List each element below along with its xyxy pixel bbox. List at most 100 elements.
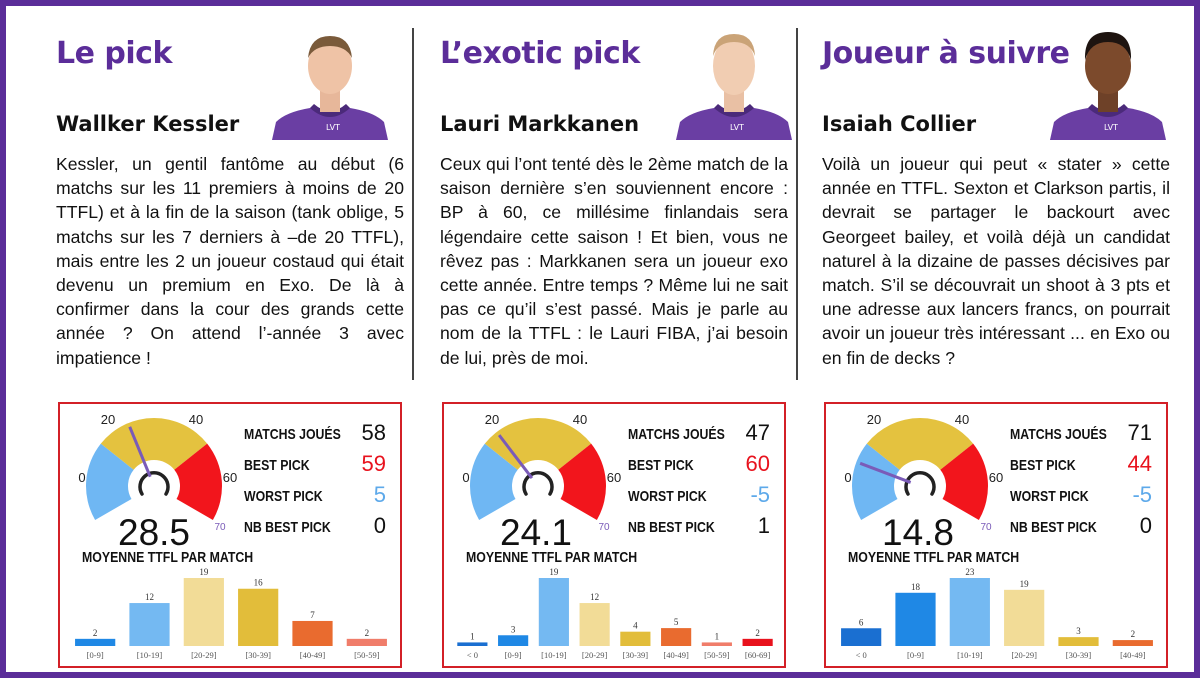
stat-matchs: MATCHS JOUÉS 71 xyxy=(1010,420,1160,448)
stat-value: 44 xyxy=(1127,451,1152,476)
average-label: MOYENNE TTFL PAR MATCH xyxy=(848,550,1020,566)
stat-matchs: MATCHS JOUÉS 47 xyxy=(628,420,778,448)
histogram-category-label: [10-19] xyxy=(957,650,983,660)
gauge-band xyxy=(852,443,900,520)
histogram-category-label: [40-49] xyxy=(663,650,689,660)
histogram-bar xyxy=(129,603,170,646)
histogram-bar xyxy=(661,628,692,646)
stat-value: 47 xyxy=(745,420,770,445)
player-portrait-icon: LVT xyxy=(670,22,798,140)
histogram-value-label: 2 xyxy=(1131,629,1136,639)
histogram-bar xyxy=(579,603,610,646)
player-name: Wallker Kessler xyxy=(56,112,240,136)
stat-value: 1 xyxy=(757,513,770,538)
card-heading: L’exotic pick xyxy=(440,36,640,71)
stat-worst-pick: WORST PICK -5 xyxy=(1010,482,1160,510)
average-gauge: 0 20 40 60 70 xyxy=(78,412,237,533)
gauge-band xyxy=(174,443,222,520)
gauge-band xyxy=(85,443,134,520)
player-blurb: Voilà un joueur qui peut « stater » cett… xyxy=(822,154,1170,368)
player-card-2: L’exotic pick LVT Lauri Markkanen Ceux q… xyxy=(414,12,806,678)
player-portrait-icon: LVT xyxy=(266,22,394,140)
gauge-tick-label: 60 xyxy=(989,470,1003,485)
histogram-category-label: [60-69] xyxy=(745,650,771,660)
histogram-value-label: 12 xyxy=(590,592,599,602)
stat-best-pick: BEST PICK 60 xyxy=(628,451,778,479)
histogram-bar xyxy=(292,620,333,646)
gauge-tick-label: 70 xyxy=(980,522,992,533)
card-heading: Le pick xyxy=(56,36,172,71)
histogram-value-label: 19 xyxy=(199,567,209,577)
average-score: 24.1 xyxy=(500,512,573,553)
stat-nb-best-pick: NB BEST PICK 0 xyxy=(244,513,394,541)
column-divider xyxy=(412,28,414,380)
histogram-category-label: [20-29] xyxy=(582,650,608,660)
gauge-band xyxy=(470,443,518,520)
histogram-bar xyxy=(841,628,882,646)
stat-value: 58 xyxy=(361,420,386,445)
histogram-value-label: 3 xyxy=(1076,626,1081,636)
stat-label: MATCHS JOUÉS xyxy=(244,426,341,443)
histogram-value-label: 19 xyxy=(549,567,559,577)
average-label: MOYENNE TTFL PAR MATCH xyxy=(82,550,254,566)
histogram-value-label: 2 xyxy=(755,628,760,638)
average-label: MOYENNE TTFL PAR MATCH xyxy=(466,550,638,566)
card-heading: Joueur à suivre xyxy=(822,36,1070,71)
stats-box: 0 20 40 60 70 24.1 MOYENNE TTFL PAR MATCH MA… xyxy=(442,402,786,668)
histogram-bar xyxy=(75,638,116,646)
ttfl-histogram: 1< 03[0-9]19[10-19]12[20-29]4[30-39]5[40… xyxy=(457,567,773,660)
histogram-category-label: [30-39] xyxy=(245,650,271,660)
stat-nb-best-pick: NB BEST PICK 0 xyxy=(1010,513,1160,541)
histogram-category-label: [40-49] xyxy=(300,650,326,660)
histogram-bar xyxy=(895,592,936,646)
gauge-tick-label: 40 xyxy=(955,412,969,427)
stat-label: MATCHS JOUÉS xyxy=(1010,426,1107,443)
histogram-value-label: 2 xyxy=(365,628,370,638)
gauge-needle xyxy=(497,434,534,479)
gauge-needle xyxy=(128,426,152,478)
histogram-bar xyxy=(538,578,569,646)
gauge-tick-label: 40 xyxy=(573,412,587,427)
histogram-category-label: [20-29] xyxy=(191,650,217,660)
histogram-bar xyxy=(238,588,279,646)
gauge-tick-label: 70 xyxy=(598,522,610,533)
column-divider xyxy=(796,28,798,380)
gauge-hub xyxy=(904,471,936,496)
average-score: 28.5 xyxy=(118,512,191,553)
histogram-value-label: 3 xyxy=(511,624,516,634)
gauge-band xyxy=(866,418,974,470)
stat-label: WORST PICK xyxy=(1010,488,1089,505)
stat-label: WORST PICK xyxy=(244,488,323,505)
histogram-value-label: 6 xyxy=(859,617,864,627)
histogram-bar xyxy=(1058,637,1099,646)
histogram-value-label: 2 xyxy=(93,628,98,638)
stats-box: 0 20 40 60 70 28.5 MOYENNE TTFL PAR MATCH MA… xyxy=(58,402,402,668)
stat-worst-pick: WORST PICK 5 xyxy=(244,482,394,510)
histogram-category-label: [20-29] xyxy=(1011,650,1037,660)
histogram-value-label: 5 xyxy=(674,617,679,627)
stats-box: 0 20 40 60 70 14.8 MOYENNE TTFL PAR MATCH MA… xyxy=(824,402,1168,668)
histogram-bar xyxy=(742,638,773,646)
ttfl-histogram: 2 [0-9] 12 [10-19] 19 [20-29] 16 [30-39] 7 [40-49… xyxy=(75,567,387,660)
stat-label: BEST PICK xyxy=(628,457,694,474)
average-gauge: 0 20 40 60 70 xyxy=(844,412,1003,533)
histogram-bar xyxy=(1112,640,1153,646)
histogram-value-label: 7 xyxy=(310,610,315,620)
player-name: Lauri Markkanen xyxy=(440,112,640,136)
histogram-value-label: 12 xyxy=(145,592,154,602)
gauge-tick-label: 20 xyxy=(867,412,881,427)
gauge-band xyxy=(100,418,208,470)
stat-label: MATCHS JOUÉS xyxy=(628,426,725,443)
gauge-tick-label: 0 xyxy=(462,470,469,485)
player-name: Isaiah Collier xyxy=(822,112,977,136)
average-score: 14.8 xyxy=(882,512,955,553)
stat-value: 0 xyxy=(373,513,386,538)
histogram-bar xyxy=(1004,589,1045,646)
histogram-bar xyxy=(949,578,990,646)
svg-text:LVT: LVT xyxy=(1104,123,1118,132)
gauge-needle xyxy=(859,461,912,484)
gauge-tick-label: 0 xyxy=(78,470,85,485)
gauge-hub xyxy=(522,471,554,496)
average-gauge: 0 20 40 60 70 xyxy=(462,412,621,533)
stat-value: -5 xyxy=(1132,482,1152,507)
